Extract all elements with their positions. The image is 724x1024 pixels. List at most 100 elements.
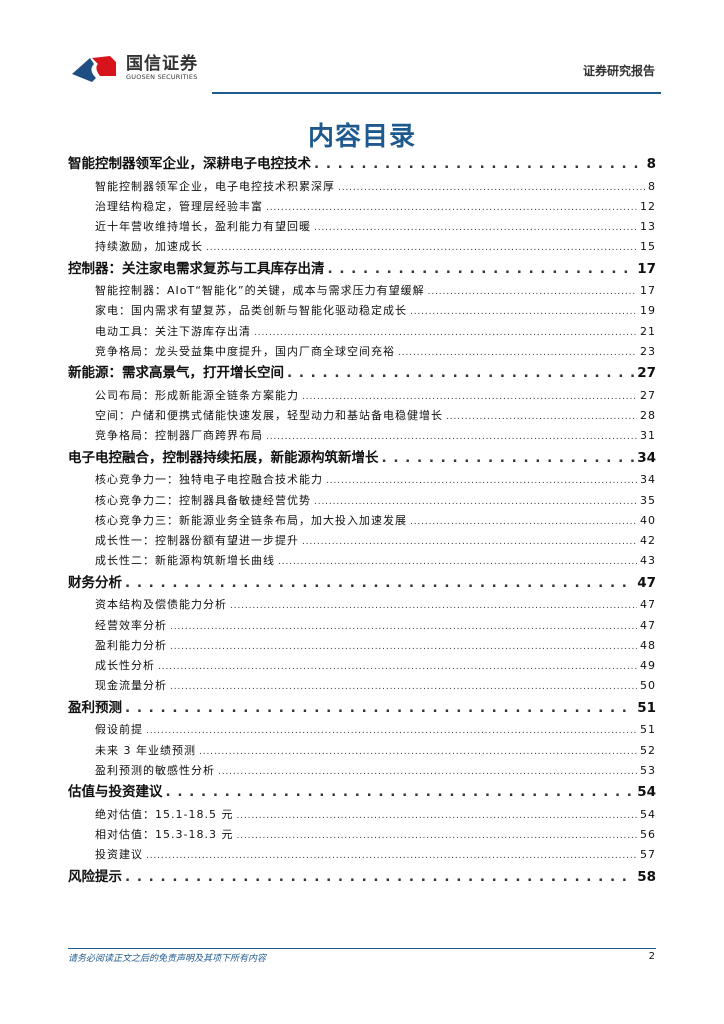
toc-label: 核心竞争力二：控制器具备敏捷经营优势 bbox=[95, 493, 311, 507]
toc-subsection[interactable]: 相对估值：15.3-18.3 元 56 bbox=[68, 825, 656, 845]
toc-subsection[interactable]: 未来 3 年业绩预测 52 bbox=[68, 741, 656, 761]
toc-subsection[interactable]: 成长性分析 49 bbox=[68, 656, 656, 676]
toc-page-number: 13 bbox=[640, 220, 656, 234]
toc-page-number: 27 bbox=[637, 365, 656, 382]
toc-leader-dots bbox=[328, 258, 635, 282]
toc-page-number: 43 bbox=[640, 554, 656, 568]
toc-subsection[interactable]: 治理结构稳定，管理层经验丰富 12 bbox=[68, 197, 656, 217]
toc-label: 经营效率分析 bbox=[95, 618, 167, 632]
toc-subsection[interactable]: 竞争格局：控制器厂商跨界布局 31 bbox=[68, 426, 656, 446]
toc-subsection[interactable]: 盈利能力分析 48 bbox=[68, 636, 656, 656]
toc-leader-dots bbox=[446, 407, 637, 426]
toc-label: 智能控制器领军企业，电子电控技术积累深厚 bbox=[95, 179, 335, 193]
toc-subsection[interactable]: 近十年营收维持增长，盈利能力有望回暖 13 bbox=[68, 217, 656, 237]
toc-leader-dots bbox=[382, 447, 635, 471]
toc-leader-dots bbox=[146, 846, 637, 865]
toc-label: 资本结构及偿债能力分析 bbox=[95, 598, 227, 612]
toc-leader-dots bbox=[410, 512, 637, 531]
toc-page-number: 52 bbox=[640, 743, 656, 757]
logo-name-cn: 国信证券 bbox=[126, 54, 198, 74]
toc-section[interactable]: 新能源：需求高景气，打开增长空间 27 bbox=[68, 362, 656, 386]
toc-subsection[interactable]: 核心竞争力三：新能源业务全链条布局，加大投入加速发展 40 bbox=[68, 511, 656, 531]
toc-leader-dots bbox=[314, 218, 637, 237]
toc-leader-dots bbox=[410, 302, 637, 321]
toc-leader-dots bbox=[302, 532, 637, 551]
toc-leader-dots bbox=[338, 178, 645, 197]
toc-leader-dots bbox=[254, 323, 637, 342]
toc-page-number: 49 bbox=[640, 659, 656, 673]
toc-subsection[interactable]: 竞争格局：龙头受益集中度提升，国内厂商全球空间充裕 23 bbox=[68, 342, 656, 362]
toc-subsection[interactable]: 智能控制器：AIoT“智能化”的关键，成本与需求压力有望缓解 17 bbox=[68, 281, 656, 301]
toc-label: 相对估值：15.3-18.3 元 bbox=[95, 827, 234, 841]
toc-label: 持续激励，加速成长 bbox=[95, 240, 203, 254]
toc-subsection[interactable]: 核心竞争力一：独特电子电控融合技术能力 34 bbox=[68, 470, 656, 490]
guosen-logo-icon bbox=[72, 56, 116, 82]
toc-subsection[interactable]: 成长性一：控制器份额有望进一步提升 42 bbox=[68, 531, 656, 551]
footer-divider bbox=[68, 948, 656, 949]
toc-section[interactable]: 风险提示 58 bbox=[68, 866, 656, 890]
toc-subsection[interactable]: 空间：户储和便携式储能快速发展，轻型动力和基站备电稳健增长 28 bbox=[68, 406, 656, 426]
table-of-contents: 智能控制器领军企业，深耕电子电控技术 8 智能控制器领军企业，电子电控技术积累深厚 8… bbox=[68, 153, 656, 889]
toc-label: 估值与投资建议 bbox=[68, 784, 163, 801]
toc-subsection[interactable]: 家电：国内需求有望复苏，品类创新与智能化驱动稳定成长 19 bbox=[68, 301, 656, 321]
toc-page-number: 58 bbox=[637, 868, 656, 885]
toc-leader-dots bbox=[266, 427, 637, 446]
toc-section[interactable]: 盈利预测 51 bbox=[68, 697, 656, 721]
toc-page-number: 23 bbox=[640, 345, 656, 359]
guosen-logo: 国信证券 GUOSEN SECURITIES bbox=[70, 52, 198, 84]
toc-label: 竞争格局：龙头受益集中度提升，国内厂商全球空间充裕 bbox=[95, 345, 395, 359]
toc-label: 核心竞争力一：独特电子电控融合技术能力 bbox=[95, 473, 323, 487]
toc-page-number: 15 bbox=[640, 240, 656, 254]
toc-section[interactable]: 电子电控融合，控制器持续拓展，新能源构筑新增长 34 bbox=[68, 447, 656, 471]
toc-section[interactable]: 控制器：关注家电需求复苏与工具库存出清 17 bbox=[68, 258, 656, 282]
toc-subsection[interactable]: 核心竞争力二：控制器具备敏捷经营优势 35 bbox=[68, 491, 656, 511]
toc-subsection[interactable]: 持续激励，加速成长 15 bbox=[68, 237, 656, 257]
toc-page-number: 57 bbox=[640, 848, 656, 862]
toc-leader-dots bbox=[236, 806, 637, 825]
toc-leader-dots bbox=[326, 471, 637, 490]
toc-page-number: 47 bbox=[640, 598, 656, 612]
toc-page-number: 31 bbox=[640, 429, 656, 443]
toc-page-number: 21 bbox=[640, 324, 656, 338]
page-number: 2 bbox=[648, 951, 655, 962]
toc-page-number: 34 bbox=[637, 449, 656, 466]
toc-subsection[interactable]: 公司布局：形成新能源全链条方案能力 27 bbox=[68, 386, 656, 406]
toc-page-number: 48 bbox=[640, 638, 656, 652]
toc-label: 家电：国内需求有望复苏，品类创新与智能化驱动稳定成长 bbox=[95, 304, 407, 318]
toc-subsection[interactable]: 电动工具：关注下游库存出清 21 bbox=[68, 322, 656, 342]
toc-section[interactable]: 估值与投资建议 54 bbox=[68, 781, 656, 805]
toc-label: 空间：户储和便携式储能快速发展，轻型动力和基站备电稳健增长 bbox=[95, 409, 443, 423]
report-type: 证券研究报告 bbox=[582, 64, 655, 78]
toc-page-number: 34 bbox=[640, 473, 656, 487]
toc-label: 成长性二：新能源构筑新增长曲线 bbox=[95, 554, 275, 568]
toc-subsection[interactable]: 成长性二：新能源构筑新增长曲线 43 bbox=[68, 551, 656, 571]
toc-label: 智能控制器领军企业，深耕电子电控技术 bbox=[68, 156, 311, 172]
toc-subsection[interactable]: 假设前提 51 bbox=[68, 720, 656, 740]
toc-page-number: 47 bbox=[637, 574, 656, 591]
toc-section[interactable]: 智能控制器领军企业，深耕电子电控技术 8 bbox=[68, 153, 656, 177]
toc-label: 控制器：关注家电需求复苏与工具库存出清 bbox=[68, 260, 325, 277]
toc-leader-dots bbox=[278, 552, 637, 571]
toc-subsection[interactable]: 盈利预测的敏感性分析 53 bbox=[68, 761, 656, 781]
toc-leader-dots bbox=[170, 677, 637, 696]
toc-subsection[interactable]: 经营效率分析 47 bbox=[68, 616, 656, 636]
toc-leader-dots bbox=[206, 238, 637, 257]
toc-section[interactable]: 财务分析 47 bbox=[68, 572, 656, 596]
toc-leader-dots bbox=[428, 282, 637, 301]
toc-subsection[interactable]: 投资建议 57 bbox=[68, 845, 656, 865]
toc-leader-dots bbox=[266, 198, 637, 217]
toc-label: 盈利能力分析 bbox=[95, 638, 167, 652]
toc-label: 现金流量分析 bbox=[95, 679, 167, 693]
toc-subsection[interactable]: 智能控制器领军企业，电子电控技术积累深厚 8 bbox=[68, 177, 656, 197]
toc-page-number: 47 bbox=[640, 618, 656, 632]
toc-label: 未来 3 年业绩预测 bbox=[95, 743, 196, 757]
toc-subsection[interactable]: 绝对估值：15.1-18.5 元 54 bbox=[68, 805, 656, 825]
toc-leader-dots bbox=[398, 343, 637, 362]
toc-label: 近十年营收维持增长，盈利能力有望回暖 bbox=[95, 220, 311, 234]
toc-subsection[interactable]: 现金流量分析 50 bbox=[68, 676, 656, 696]
toc-label: 电动工具：关注下游库存出清 bbox=[95, 324, 251, 338]
toc-subsection[interactable]: 资本结构及偿债能力分析 47 bbox=[68, 595, 656, 615]
toc-label: 成长性一：控制器份额有望进一步提升 bbox=[95, 534, 299, 548]
toc-page-number: 8 bbox=[646, 156, 656, 172]
toc-page-number: 8 bbox=[648, 179, 656, 193]
